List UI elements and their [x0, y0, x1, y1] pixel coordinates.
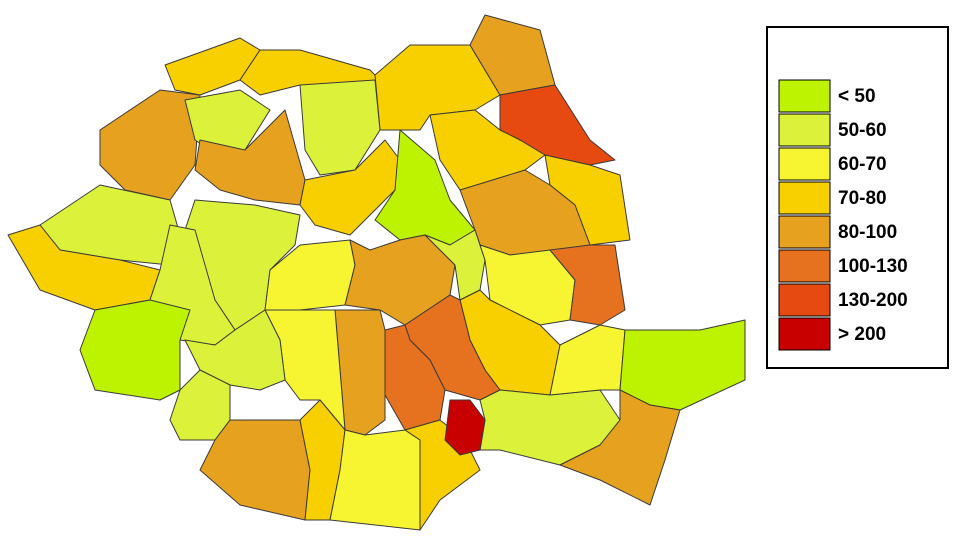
county [444, 399, 486, 456]
county [164, 37, 261, 96]
county [99, 89, 201, 201]
legend-label: < 50 [838, 86, 876, 107]
county [619, 319, 746, 411]
legend-swatch [778, 181, 831, 215]
county [429, 109, 546, 191]
legend-label: 100-130 [838, 256, 908, 277]
legend-swatch [778, 283, 831, 317]
legend-label: 50-60 [838, 120, 887, 141]
legend-label: 60-70 [838, 154, 887, 175]
county [299, 139, 401, 236]
legend-label: 70-80 [838, 188, 887, 209]
legend-swatch [778, 79, 831, 113]
legend-label: > 200 [838, 324, 886, 345]
legend-swatch [778, 113, 831, 147]
county [549, 324, 626, 396]
legend-label: 130-200 [838, 290, 908, 311]
legend: < 50 50-60 60-70 70-80 80-100 100-130 130-200 >… [778, 79, 908, 351]
legend-swatch [778, 249, 831, 283]
county [79, 299, 191, 401]
county [549, 244, 626, 326]
legend-swatch [778, 317, 831, 351]
legend-swatch [778, 147, 831, 181]
county [469, 14, 556, 96]
legend-swatch [778, 215, 831, 249]
county [384, 324, 446, 431]
county [329, 429, 421, 531]
counties [7, 14, 746, 531]
legend-label: 80-100 [838, 222, 897, 243]
county [424, 229, 486, 301]
county [559, 389, 681, 506]
